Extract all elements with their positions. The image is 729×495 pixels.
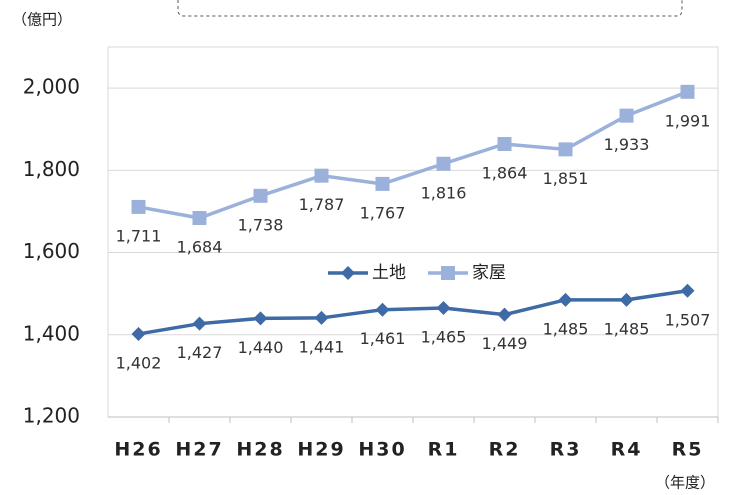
x-tick-label: R1 — [428, 439, 460, 461]
data-label: 1,440 — [238, 338, 284, 357]
data-label: 1,787 — [299, 195, 345, 214]
data-point — [253, 188, 268, 203]
data-label: 1,738 — [238, 215, 284, 234]
data-point — [131, 326, 146, 341]
data-point — [558, 142, 573, 157]
data-point — [619, 108, 634, 123]
x-tick-label: R5 — [672, 439, 704, 461]
annotation-box — [177, 0, 683, 17]
data-point — [192, 316, 207, 331]
data-label: 1,441 — [299, 337, 345, 356]
legend-marker — [441, 266, 455, 280]
x-tick-label: R3 — [550, 439, 582, 461]
legend-label: 家屋 — [472, 263, 506, 283]
series-line — [138, 289, 688, 336]
x-tick-label: R4 — [611, 439, 643, 461]
data-label: 1,711 — [116, 226, 162, 245]
y-tick-label: 2,000 — [23, 75, 80, 99]
data-label: 1,684 — [177, 238, 223, 257]
data-point — [558, 292, 573, 307]
x-tick-label: R2 — [489, 439, 521, 461]
x-tick-label: H29 — [297, 439, 345, 461]
data-label: 1,933 — [604, 135, 650, 154]
series-line — [138, 90, 689, 220]
data-label: 1,402 — [116, 353, 162, 372]
data-point — [680, 283, 695, 298]
data-label: 1,507 — [665, 310, 711, 329]
data-point — [497, 307, 512, 322]
data-point — [314, 310, 329, 325]
data-label: 1,864 — [482, 164, 528, 183]
x-unit: （年度） — [655, 474, 715, 492]
data-label: 1,991 — [665, 111, 711, 130]
data-point — [436, 156, 451, 171]
y-tick-label: 1,800 — [23, 157, 80, 181]
data-point — [497, 137, 512, 152]
legend-label: 土地 — [372, 263, 406, 283]
data-label: 1,449 — [482, 334, 528, 353]
data-label: 1,427 — [177, 343, 223, 362]
legend-marker — [341, 266, 355, 280]
data-label: 1,485 — [604, 319, 650, 338]
data-label: 1,767 — [360, 203, 406, 222]
data-point — [131, 199, 146, 214]
y-tick-label: 1,200 — [23, 404, 80, 428]
data-point — [619, 292, 634, 307]
data-label: 1,465 — [421, 328, 467, 347]
data-point — [375, 302, 390, 317]
data-point — [314, 168, 329, 183]
y-unit: （億円） — [12, 11, 72, 29]
data-point — [192, 211, 207, 226]
y-tick-label: 1,600 — [23, 239, 80, 263]
x-tick-label: H26 — [114, 439, 162, 461]
data-label: 1,485 — [543, 319, 589, 338]
data-label: 1,816 — [421, 183, 467, 202]
x-tick-label: H27 — [175, 439, 223, 461]
x-tick-label: H30 — [358, 439, 406, 461]
data-label: 1,851 — [543, 169, 589, 188]
data-point — [680, 84, 695, 99]
data-label: 1,461 — [360, 329, 406, 348]
x-tick-label: H28 — [236, 439, 284, 461]
data-point — [253, 311, 268, 326]
y-tick-label: 1,400 — [23, 321, 80, 345]
data-point — [436, 301, 451, 316]
data-point — [375, 176, 390, 191]
